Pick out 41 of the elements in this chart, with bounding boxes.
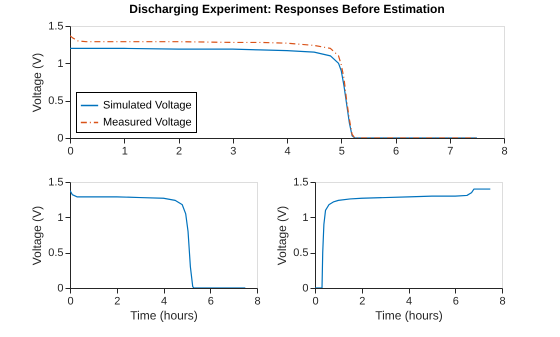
x-tick-label: 4 bbox=[160, 296, 168, 308]
y-axis-title: Voltage (V) bbox=[30, 206, 44, 266]
line-series bbox=[70, 190, 246, 288]
y-axis-title: Voltage (V) bbox=[275, 206, 290, 266]
x-tick-label: 2 bbox=[114, 296, 120, 308]
y-axis-title: Voltage (V) bbox=[30, 52, 44, 112]
y-tick-label: 0 bbox=[302, 282, 308, 294]
x-tick-label: 2 bbox=[359, 296, 366, 308]
y-tick-label: 1 bbox=[302, 212, 308, 224]
x-tick-label: 8 bbox=[254, 296, 261, 308]
y-tick-label: 0.5 bbox=[48, 247, 64, 260]
y-tick-label: 1.5 bbox=[48, 176, 64, 188]
x-tick-label: 5 bbox=[338, 146, 345, 158]
x-tick-label: 0 bbox=[67, 296, 74, 308]
x-tick-label: 8 bbox=[501, 146, 508, 158]
legend-label: Measured Voltage bbox=[103, 116, 192, 128]
x-tick-label: 4 bbox=[284, 146, 291, 158]
y-tick-label: 0 bbox=[57, 282, 64, 294]
x-tick-label: 6 bbox=[208, 296, 214, 308]
x-tick-label: 4 bbox=[406, 296, 412, 308]
y-tick-label: 0.5 bbox=[293, 247, 308, 260]
line-series bbox=[315, 188, 491, 288]
x-tick-label: 3 bbox=[230, 146, 236, 158]
y-tick-label: 1 bbox=[57, 212, 64, 224]
y-tick-label: 0 bbox=[57, 132, 64, 144]
x-tick-label: 7 bbox=[447, 146, 454, 158]
x-tick-label: 6 bbox=[452, 296, 459, 308]
x-tick-label: 1 bbox=[122, 146, 128, 158]
y-tick-label: 1 bbox=[57, 58, 64, 70]
x-axis-title: Time (hours) bbox=[130, 308, 198, 322]
x-axis-title: Time (hours) bbox=[375, 308, 443, 322]
chart-title: Discharging Experiment: Responses Before Estimation bbox=[129, 2, 445, 16]
x-tick-label: 8 bbox=[499, 296, 506, 308]
y-tick-label: 0.5 bbox=[48, 95, 64, 108]
y-tick-label: 1.5 bbox=[293, 176, 308, 188]
y-tick-label: 1.5 bbox=[48, 20, 64, 32]
x-tick-label: 0 bbox=[312, 296, 319, 308]
legend-label: Simulated Voltage bbox=[103, 100, 192, 112]
x-tick-label: 2 bbox=[176, 146, 182, 158]
x-tick-label: 6 bbox=[392, 146, 400, 158]
x-tick-label: 0 bbox=[67, 146, 74, 158]
